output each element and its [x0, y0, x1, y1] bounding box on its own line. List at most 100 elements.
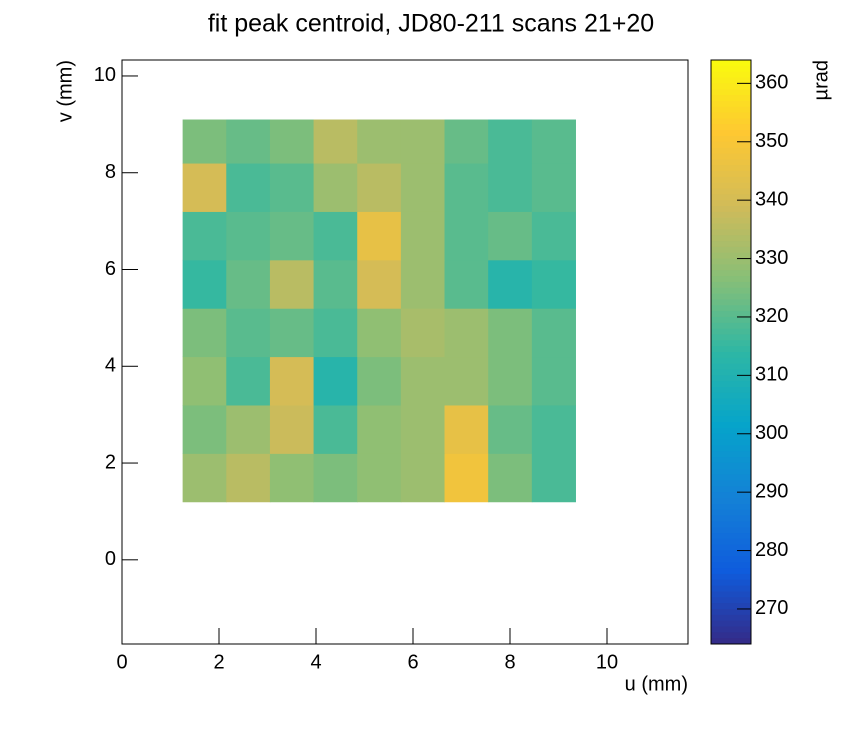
colorbar-tick-label: 320: [755, 305, 788, 327]
colorbar-segment: [711, 229, 751, 236]
heatmap-cell: [269, 404, 315, 454]
colorbar-segment: [711, 462, 751, 470]
colorbar-tick-label: 360: [755, 72, 788, 94]
colorbar-segment: [711, 83, 751, 90]
colorbar-segment: [711, 387, 751, 394]
heatmap-cell: [444, 356, 489, 406]
colorbar-segment: [711, 451, 751, 458]
colorbar-segment: [711, 410, 751, 417]
colorbar-segment: [711, 153, 751, 160]
colorbar-segment: [711, 188, 751, 195]
colorbar-segment: [711, 95, 751, 102]
colorbar-segment: [711, 270, 751, 277]
heatmap-cell: [531, 211, 576, 261]
heatmap-cell: [531, 163, 576, 212]
colorbar-segment: [711, 492, 751, 499]
colorbar-segment: [711, 427, 751, 435]
colorbar-segment: [711, 258, 751, 265]
colorbar-segment: [711, 486, 751, 493]
colorbar-segment: [711, 480, 751, 487]
colorbar-segment: [711, 591, 751, 598]
heatmap-cell: [226, 308, 271, 358]
heatmap-cell: [269, 163, 315, 212]
heatmap-cell: [313, 453, 358, 503]
heatmap-cell: [182, 259, 227, 309]
heatmap-cell: [313, 119, 358, 164]
colorbar-segment: [711, 375, 751, 382]
colorbar-segment: [711, 200, 751, 207]
colorbar-segment: [711, 217, 751, 225]
colorbar-segment: [711, 521, 751, 528]
heatmap-cell: [400, 356, 446, 406]
colorbar-segment: [711, 626, 751, 633]
colorbar-tick-label: 280: [755, 539, 788, 561]
heatmap-cell: [444, 211, 489, 261]
colorbar-tick-label: 330: [755, 247, 788, 269]
colorbar-segment: [711, 170, 751, 178]
heatmap-cell: [226, 356, 271, 406]
colorbar-segment: [711, 433, 751, 441]
colorbar-segment: [711, 252, 751, 260]
colorbar-segment: [711, 638, 751, 645]
colorbar-segment: [711, 498, 751, 505]
heatmap-cell: [444, 119, 489, 164]
colorbar-segment: [711, 357, 751, 365]
colorbar-segment: [711, 538, 751, 546]
colorbar-tick-label: 340: [755, 188, 788, 210]
x-tick-label: 2: [213, 651, 224, 673]
colorbar-segment: [711, 597, 751, 604]
heatmap-cell: [357, 453, 402, 503]
heatmap-cell: [488, 211, 533, 261]
heatmap-cell: [226, 211, 271, 261]
heatmap-cell: [357, 259, 402, 309]
colorbar-segment: [711, 147, 751, 154]
heatmap-cell: [444, 404, 489, 454]
heatmap-cell: [488, 356, 533, 406]
colorbar-segment: [711, 398, 751, 406]
colorbar-segment: [711, 550, 751, 557]
colorbar-segment: [711, 299, 751, 306]
colorbar-segment: [711, 124, 751, 131]
colorbar-segment: [711, 439, 751, 446]
heatmap-cell: [226, 404, 271, 454]
colorbar-segment: [711, 445, 751, 452]
heatmap-cell: [488, 119, 533, 164]
colorbar-segment: [711, 527, 751, 534]
heatmap-cell: [182, 119, 227, 164]
colorbar-segment: [711, 293, 751, 300]
heatmap-cell: [531, 119, 576, 164]
heatmap-cell: [531, 453, 576, 503]
heatmap-cell: [182, 356, 227, 406]
heatmap-cell: [488, 453, 533, 503]
heatmap-cell: [444, 163, 489, 212]
y-tick-label: 0: [105, 548, 116, 570]
colorbar-segment: [711, 556, 751, 563]
plot-frame: [121, 59, 689, 645]
colorbar-segment: [711, 89, 751, 96]
heatmap-cell: [400, 119, 446, 164]
colorbar-segment: [711, 363, 751, 371]
y-tick-label: 2: [105, 451, 116, 473]
colorbar-segment: [711, 404, 751, 411]
colorbar-label: µrad: [810, 60, 832, 100]
colorbar-segment: [711, 71, 751, 79]
heatmap-cell: [400, 404, 446, 454]
heatmap-cell: [182, 211, 227, 261]
y-tick-label: 4: [105, 355, 116, 377]
colorbar-segment: [711, 346, 751, 353]
heatmap-cell: [226, 163, 271, 212]
heatmap-cell: [531, 259, 576, 309]
colorbar-segment: [711, 211, 751, 219]
colorbar-segment: [711, 515, 751, 522]
colorbar-segment: [711, 544, 751, 552]
colorbar-segment: [711, 235, 751, 242]
heatmap-cell: [357, 308, 402, 358]
colorbar-segment: [711, 352, 751, 359]
colorbar-segment: [711, 608, 751, 616]
heatmap-cell: [313, 404, 358, 454]
colorbar-segment: [711, 305, 751, 312]
heatmap-cell: [313, 356, 358, 406]
colorbar-segment: [711, 416, 751, 423]
heatmap-cell: [531, 356, 576, 406]
colorbar-segment: [711, 585, 751, 592]
